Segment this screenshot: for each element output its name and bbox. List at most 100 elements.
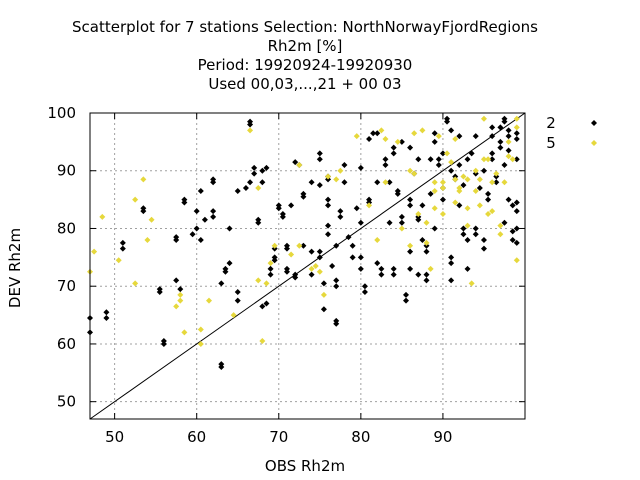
data-point bbox=[419, 127, 426, 134]
data-point bbox=[308, 248, 315, 255]
data-point bbox=[242, 185, 249, 192]
x-tick-label: 60 bbox=[187, 428, 206, 446]
data-point bbox=[407, 167, 414, 174]
data-point bbox=[402, 297, 409, 304]
y-tick-label: 60 bbox=[57, 335, 76, 353]
data-point bbox=[489, 156, 496, 163]
data-point bbox=[402, 291, 409, 298]
data-point bbox=[456, 187, 463, 194]
data-point bbox=[444, 150, 451, 157]
data-point bbox=[480, 237, 487, 244]
data-point bbox=[382, 161, 389, 168]
data-point bbox=[439, 185, 446, 192]
data-point bbox=[255, 216, 262, 223]
data-point bbox=[345, 234, 352, 241]
data-point bbox=[513, 115, 520, 122]
data-point bbox=[468, 280, 475, 287]
data-point bbox=[448, 277, 455, 284]
data-point bbox=[460, 173, 467, 180]
series-5-points bbox=[87, 115, 520, 347]
data-point bbox=[513, 130, 520, 137]
data-point bbox=[308, 271, 315, 278]
title-line-1: Scatterplot for 7 stations Selection: No… bbox=[72, 18, 538, 36]
data-point bbox=[366, 135, 373, 142]
y-axis-label: DEV Rh2m bbox=[6, 228, 24, 308]
data-point bbox=[267, 260, 274, 267]
data-point bbox=[407, 265, 414, 272]
data-point bbox=[513, 225, 520, 232]
data-point bbox=[427, 265, 434, 272]
chart-title: Scatterplot for 7 stations Selection: No… bbox=[72, 18, 538, 93]
data-point bbox=[333, 277, 340, 284]
data-point bbox=[472, 225, 479, 232]
data-point bbox=[320, 306, 327, 313]
data-point bbox=[353, 133, 360, 140]
data-point bbox=[132, 196, 139, 203]
data-point bbox=[234, 288, 241, 295]
data-point bbox=[509, 202, 516, 209]
data-point bbox=[472, 167, 479, 174]
data-point bbox=[140, 176, 147, 183]
data-point bbox=[230, 312, 237, 319]
data-point bbox=[132, 280, 139, 287]
data-point bbox=[288, 202, 295, 209]
data-point bbox=[513, 239, 520, 246]
data-point bbox=[279, 211, 286, 218]
data-point bbox=[378, 265, 385, 272]
data-point bbox=[193, 208, 200, 215]
data-point bbox=[398, 219, 405, 226]
data-point bbox=[357, 254, 364, 261]
data-point bbox=[325, 222, 332, 229]
data-point bbox=[448, 167, 455, 174]
data-point bbox=[341, 179, 348, 186]
data-point bbox=[460, 225, 467, 232]
data-point bbox=[407, 196, 414, 203]
data-point bbox=[103, 309, 110, 316]
data-point bbox=[407, 202, 414, 209]
legend-label: 5 bbox=[546, 134, 556, 152]
data-point bbox=[374, 237, 381, 244]
data-point bbox=[275, 202, 282, 209]
data-point bbox=[464, 156, 471, 163]
data-point bbox=[509, 228, 516, 235]
data-point bbox=[390, 144, 397, 151]
data-point bbox=[452, 135, 459, 142]
data-point bbox=[501, 179, 508, 186]
data-point bbox=[501, 115, 508, 122]
data-point bbox=[378, 271, 385, 278]
data-point bbox=[431, 187, 438, 194]
data-point bbox=[361, 288, 368, 295]
data-point bbox=[325, 231, 332, 238]
data-point bbox=[173, 303, 180, 310]
data-point bbox=[361, 283, 368, 290]
data-point bbox=[316, 248, 323, 255]
data-point bbox=[222, 265, 229, 272]
data-point bbox=[234, 297, 241, 304]
data-point bbox=[423, 271, 430, 278]
data-point bbox=[349, 242, 356, 249]
title-line-2: Rh2m [%] bbox=[268, 37, 343, 55]
data-point bbox=[271, 254, 278, 261]
y-tick-label: 70 bbox=[57, 277, 76, 295]
data-point bbox=[485, 190, 492, 197]
data-point bbox=[497, 144, 504, 151]
data-point bbox=[472, 133, 479, 140]
data-point bbox=[390, 150, 397, 157]
data-point bbox=[234, 187, 241, 194]
data-point bbox=[480, 167, 487, 174]
data-point bbox=[386, 219, 393, 226]
data-point bbox=[398, 138, 405, 145]
data-point bbox=[480, 245, 487, 252]
data-point bbox=[99, 213, 106, 220]
data-point bbox=[460, 182, 467, 189]
data-point bbox=[197, 237, 204, 244]
data-point bbox=[476, 176, 483, 183]
data-point bbox=[513, 208, 520, 215]
data-point bbox=[316, 182, 323, 189]
data-point bbox=[390, 265, 397, 272]
data-point bbox=[398, 213, 405, 220]
data-point bbox=[505, 147, 512, 154]
data-point bbox=[173, 277, 180, 284]
data-point bbox=[247, 127, 254, 134]
data-point bbox=[501, 161, 508, 168]
